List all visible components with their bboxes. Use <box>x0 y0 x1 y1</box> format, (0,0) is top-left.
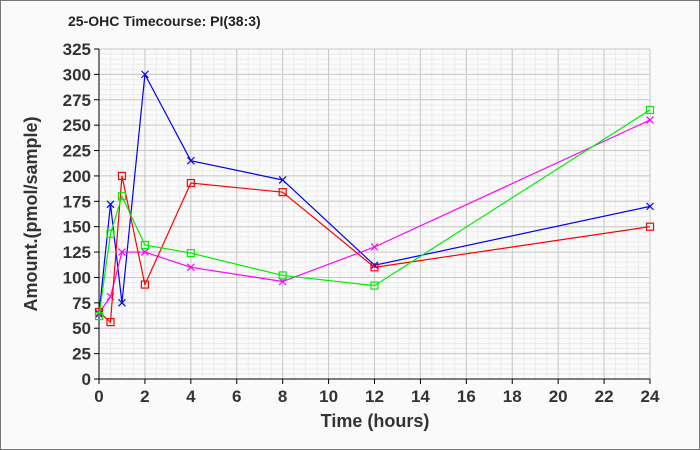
data-point-magenta <box>186 263 195 272</box>
data-point-green <box>106 229 115 238</box>
data-point-blue <box>186 156 195 165</box>
x-tick-label: 0 <box>94 387 103 406</box>
y-tick-label: 200 <box>63 167 91 186</box>
data-point-red <box>645 222 655 231</box>
y-axis-label: Amount.(pmol/sample) <box>21 116 41 311</box>
y-tick-label: 300 <box>63 65 91 84</box>
x-tick-label: 18 <box>503 387 522 406</box>
x-axis-label: Time (hours) <box>321 411 430 431</box>
y-tick-label: 225 <box>63 142 91 161</box>
x-tick-label: 4 <box>186 387 196 406</box>
data-point-green <box>278 271 287 280</box>
data-point-green <box>645 105 655 115</box>
y-tick-label: 75 <box>72 294 91 313</box>
y-tick-label: 0 <box>82 370 91 389</box>
x-tick-label: 22 <box>595 387 614 406</box>
series-line-blue <box>98 72 651 315</box>
data-point-red <box>140 280 150 289</box>
data-point-blue <box>140 70 149 79</box>
y-tick-label: 175 <box>63 192 91 211</box>
data-point-red <box>278 188 287 197</box>
x-tick-label: 24 <box>641 387 660 406</box>
x-tick-label: 8 <box>278 387 287 406</box>
y-tick-label: 125 <box>63 243 91 262</box>
grid <box>98 48 651 380</box>
y-tick-label: 325 <box>63 40 91 59</box>
axes: 0 2 4 6 8 10 12 14 16 18 20 22 240255075100125150175… <box>63 40 660 406</box>
y-tick-label: 50 <box>72 319 91 338</box>
data-point-red <box>117 171 127 181</box>
x-tick-label: 14 <box>411 387 430 406</box>
y-tick-label: 150 <box>63 218 91 237</box>
data-point-magenta <box>118 248 126 257</box>
x-tick-label: 2 <box>140 387 149 406</box>
x-tick-label: 12 <box>365 387 384 406</box>
data-point-blue <box>106 200 115 209</box>
data-point-green <box>117 192 127 201</box>
series-line-red <box>98 175 651 324</box>
data-point-green <box>140 240 150 250</box>
data-point-blue <box>370 261 379 270</box>
series-line-magenta <box>98 119 651 314</box>
data-point-blue <box>646 202 654 211</box>
data-point-green <box>186 248 195 258</box>
data-point-red <box>370 263 379 272</box>
y-tick-label: 250 <box>63 116 91 135</box>
data-point-magenta <box>140 248 149 257</box>
x-tick-label: 20 <box>549 387 568 406</box>
x-tick-label: 16 <box>457 387 476 406</box>
data-point-magenta <box>646 116 654 125</box>
data-point-green <box>94 311 104 321</box>
y-tick-label: 25 <box>72 345 91 364</box>
series-group <box>94 70 655 327</box>
data-point-green <box>370 281 379 290</box>
y-tick-label: 100 <box>63 268 91 287</box>
series-line-green <box>98 109 651 317</box>
x-tick-label: 10 <box>319 387 338 406</box>
data-point-blue <box>118 298 126 307</box>
chart-title: 25-OHC Timecourse: PI(38:3) <box>68 13 261 29</box>
data-point-magenta <box>370 243 379 251</box>
data-point-red <box>186 178 195 188</box>
data-point-red <box>106 318 115 327</box>
x-tick-label: 6 <box>232 387 241 406</box>
y-tick-label: 275 <box>63 91 91 110</box>
data-point-blue <box>278 176 287 184</box>
